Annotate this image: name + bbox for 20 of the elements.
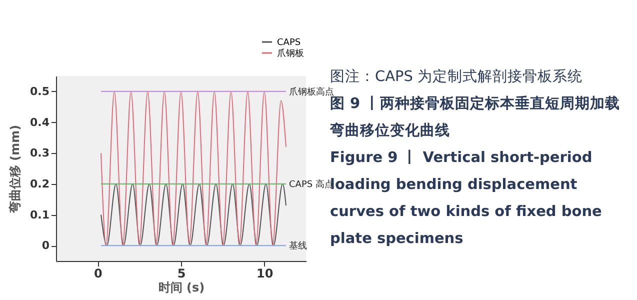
y-tick-label: 0 [42,239,50,252]
ref-line-label: 基线 [289,240,307,252]
x-tick-label: 0 [94,266,102,280]
legend-label: 爪钢板 [277,48,304,59]
x-tick-label: 10 [256,266,274,280]
caption: Figure 9 丨 Vertical short-period loading bending displacement curves of two kinds of fixed bone plate specimens [330,148,603,249]
y-tick-label: 0.2 [30,177,50,190]
y-tick-label: 0.4 [30,116,50,129]
line-series [100,90,286,246]
legend-label: CAPS [277,38,301,48]
ref-line-label: 爪钢板高点 [289,86,334,98]
x-axis-title: 时间 (s) [158,280,205,294]
y-tick-label: 0.1 [30,208,50,222]
line-series [100,183,286,246]
y-axis-title: 弯曲位移 (mm) [8,124,22,214]
y-tick-label: 0.5 [30,84,50,98]
caption: 图 9 丨两种接骨板固定标本垂直短周期加载弯曲移位变化曲线 [330,96,622,141]
x-tick-label: 5 [177,266,186,280]
text: 图注：CAPS 为定制式解剖接骨板系统 [330,69,583,85]
y-tick-label: 0.3 [30,146,50,160]
